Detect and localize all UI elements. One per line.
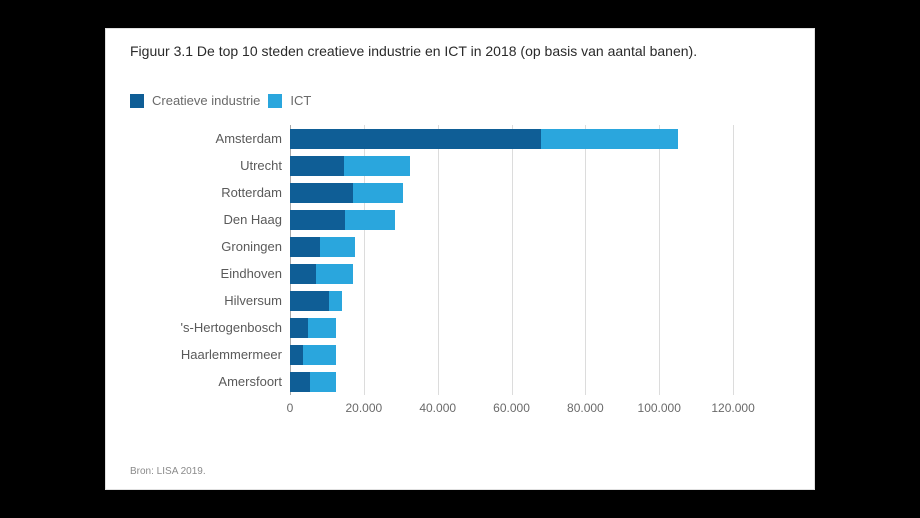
bar bbox=[290, 345, 770, 365]
category-label: Haarlemmermeer bbox=[130, 341, 282, 368]
bar-segment-creatieve bbox=[290, 210, 345, 230]
chart-row: Groningen bbox=[130, 233, 792, 260]
category-label: Amersfoort bbox=[130, 368, 282, 395]
x-tick-label: 60.000 bbox=[493, 401, 530, 415]
chart-legend: Creatieve industrie ICT bbox=[130, 93, 311, 108]
bar-segment-ict bbox=[345, 210, 395, 230]
bar-segment-ict bbox=[310, 372, 336, 392]
chart-row: Haarlemmermeer bbox=[130, 341, 792, 368]
chart-title: Figuur 3.1 De top 10 steden creatieve in… bbox=[130, 43, 697, 59]
bar-segment-ict bbox=[541, 129, 678, 149]
x-tick-label: 0 bbox=[287, 401, 294, 415]
x-axis: 0 20.000 40.000 60.000 80.000 100.000 120.000 bbox=[290, 395, 770, 425]
legend-swatch-creatieve bbox=[130, 94, 144, 108]
x-tick-label: 80.000 bbox=[567, 401, 604, 415]
chart-card: Figuur 3.1 De top 10 steden creatieve in… bbox=[105, 28, 815, 490]
category-label: Rotterdam bbox=[130, 179, 282, 206]
bar-segment-ict bbox=[320, 237, 355, 257]
bar-segment-creatieve bbox=[290, 291, 329, 311]
x-tick-label: 120.000 bbox=[711, 401, 754, 415]
chart-row: Eindhoven bbox=[130, 260, 792, 287]
legend-label-creatieve: Creatieve industrie bbox=[152, 93, 260, 108]
chart-row: Rotterdam bbox=[130, 179, 792, 206]
bar-segment-creatieve bbox=[290, 345, 303, 365]
bar-segment-ict bbox=[344, 156, 410, 176]
bar-segment-creatieve bbox=[290, 183, 353, 203]
bar bbox=[290, 372, 770, 392]
bar-segment-creatieve bbox=[290, 237, 320, 257]
category-label: Hilversum bbox=[130, 287, 282, 314]
bar-segment-creatieve bbox=[290, 318, 308, 338]
bar bbox=[290, 210, 770, 230]
bar-segment-ict bbox=[308, 318, 336, 338]
category-label: Eindhoven bbox=[130, 260, 282, 287]
chart-area: AmsterdamUtrechtRotterdamDen HaagGroning… bbox=[130, 125, 792, 425]
bar bbox=[290, 264, 770, 284]
bar bbox=[290, 318, 770, 338]
bar-segment-ict bbox=[329, 291, 342, 311]
bar-segment-creatieve bbox=[290, 129, 541, 149]
category-label: Den Haag bbox=[130, 206, 282, 233]
x-tick-label: 20.000 bbox=[345, 401, 382, 415]
bar bbox=[290, 291, 770, 311]
bar-segment-creatieve bbox=[290, 372, 310, 392]
chart-source: Bron: LISA 2019. bbox=[130, 466, 206, 477]
category-label: Utrecht bbox=[130, 152, 282, 179]
chart-row: Hilversum bbox=[130, 287, 792, 314]
category-label: Groningen bbox=[130, 233, 282, 260]
bar-segment-creatieve bbox=[290, 156, 344, 176]
legend-label-ict: ICT bbox=[290, 93, 311, 108]
bar-segment-ict bbox=[353, 183, 403, 203]
chart-row: Den Haag bbox=[130, 206, 792, 233]
bar-segment-creatieve bbox=[290, 264, 316, 284]
x-tick-label: 100.000 bbox=[638, 401, 681, 415]
bar bbox=[290, 156, 770, 176]
category-label: 's-Hertogenbosch bbox=[130, 314, 282, 341]
bar-segment-ict bbox=[316, 264, 353, 284]
bar-segment-ict bbox=[303, 345, 336, 365]
chart-row: Amsterdam bbox=[130, 125, 792, 152]
chart-row: 's-Hertogenbosch bbox=[130, 314, 792, 341]
x-tick-label: 40.000 bbox=[419, 401, 456, 415]
chart-row: Utrecht bbox=[130, 152, 792, 179]
legend-swatch-ict bbox=[268, 94, 282, 108]
bar bbox=[290, 183, 770, 203]
chart-row: Amersfoort bbox=[130, 368, 792, 395]
bar bbox=[290, 237, 770, 257]
category-label: Amsterdam bbox=[130, 125, 282, 152]
bar bbox=[290, 129, 770, 149]
